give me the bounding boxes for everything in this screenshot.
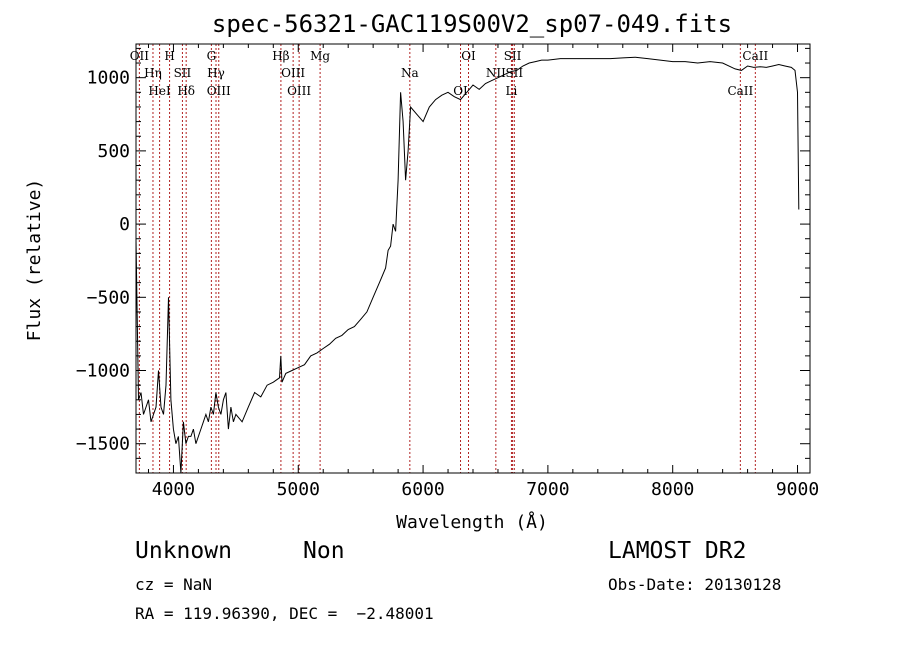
line-label: OIII (287, 84, 311, 98)
line-label: G (207, 49, 217, 63)
line-label: SII (505, 66, 523, 80)
line-label: CaII (727, 84, 753, 98)
line-label: Hβ (272, 49, 289, 63)
y-tick-label: 0 (119, 214, 130, 235)
chart-title: spec-56321-GAC119S00V2_sp07-049.fits (212, 10, 732, 38)
line-label: Na (401, 66, 419, 80)
line-label: Li (506, 84, 518, 98)
x-tick-label: 8000 (651, 479, 694, 500)
x-tick-label: 5000 (277, 479, 320, 500)
y-tick-label: 1000 (87, 68, 130, 89)
x-axis-label: Wavelength (Å) (396, 511, 548, 533)
y-axis-ticks: −1500 −1000 −500 0 500 1000 (76, 47, 810, 459)
object-subclass: Non (303, 538, 345, 564)
observation-date: Obs-Date: 20130128 (608, 575, 782, 594)
line-label: CaII (742, 49, 768, 63)
redshift-cz: cz = NaN (135, 575, 213, 594)
y-tick-label: −500 (87, 287, 130, 308)
line-label: SII (504, 49, 522, 63)
line-label: Mg (310, 49, 330, 63)
line-label: OIII (281, 66, 305, 80)
spectral-line-labels: OIIHηHeIHSIIHδGHγOIIIHβOIIIOIIIMgNaOIOIN… (130, 49, 769, 98)
x-tick-label: 4000 (152, 479, 195, 500)
coordinates: RA = 119.96390, DEC = −2.48001 (135, 604, 434, 623)
y-axis-label: Flux (relative) (24, 179, 45, 342)
line-label: Hδ (177, 84, 195, 98)
y-tick-label: 500 (97, 141, 130, 162)
line-label: HeI (148, 84, 171, 98)
line-label: H (164, 49, 174, 63)
plot-frame (135, 43, 811, 474)
spectral-line-markers (138, 44, 756, 473)
line-label: SII (174, 66, 192, 80)
line-label: OIII (207, 84, 231, 98)
x-axis-ticks: 4000 5000 6000 7000 8000 9000 (147, 44, 819, 500)
line-label: OII (130, 49, 150, 63)
line-label: OI (453, 84, 468, 98)
spectrum-line (135, 56, 800, 474)
line-label: Hγ (207, 66, 225, 80)
x-tick-label: 7000 (526, 479, 569, 500)
line-label: NII (486, 66, 506, 80)
survey-name: LAMOST DR2 (608, 538, 747, 564)
y-tick-label: −1000 (76, 361, 130, 382)
line-label: Hη (144, 66, 162, 80)
x-tick-label: 6000 (401, 479, 444, 500)
line-label: OI (461, 49, 476, 63)
object-class: Unknown (135, 538, 232, 564)
y-tick-label: −1500 (76, 434, 130, 455)
x-tick-label: 9000 (776, 479, 819, 500)
